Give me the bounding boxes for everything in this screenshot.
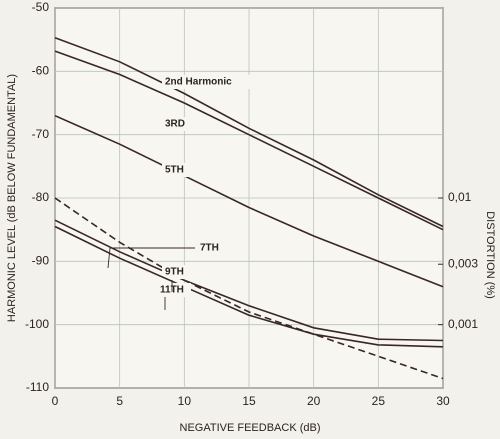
leader-line [107,247,195,269]
label-bg [197,241,224,255]
y2-axis-label: DISTORTION (%) [484,211,496,299]
x-tick-label: 15 [242,394,256,408]
y-tick-label: -50 [32,0,50,14]
curve-label: 3RD [165,119,185,130]
y-tick-label: -80 [32,190,50,204]
label-bg [162,265,189,279]
x-tick-label: 30 [436,394,450,408]
harmonic-curve [54,197,444,380]
curve-label: 2nd Harmonic [165,77,232,88]
x-tick-label: 5 [116,394,123,408]
harmonic-curve [54,219,444,342]
curve-label: 7TH [200,243,219,254]
label-bg [157,283,191,297]
y2-tick-label: 0,01 [448,190,472,204]
x-axis-label: NEGATIVE FEEDBACK (dB) [180,422,321,434]
harmonic-curve [54,37,444,228]
x-tick-label: 0 [52,394,59,408]
curve-label: 9TH [165,267,184,278]
label-bg [162,163,189,177]
y2-tick-label: 0,003 [448,256,478,270]
y-tick-label: -110 [26,380,49,394]
x-tick-label: 20 [307,394,321,408]
x-tick-label: 25 [372,394,386,408]
label-bg [162,75,252,89]
harmonic-curve [54,50,444,231]
y-axis-label: HARMONIC LEVEL (dB BELOW FUNDAMENTAL) [6,74,18,322]
harmonic-curve [54,225,444,348]
y-tick-label: -100 [25,317,49,331]
y-tick-label: -70 [32,127,50,141]
y2-tick-label: 0,001 [448,317,478,331]
x-tick-label: 10 [178,394,192,408]
y-tick-label: -90 [32,254,50,268]
curve-label: 5TH [165,165,184,176]
y-tick-label: -60 [32,64,50,78]
label-bg [162,117,189,131]
harmonic-curve [54,114,444,288]
